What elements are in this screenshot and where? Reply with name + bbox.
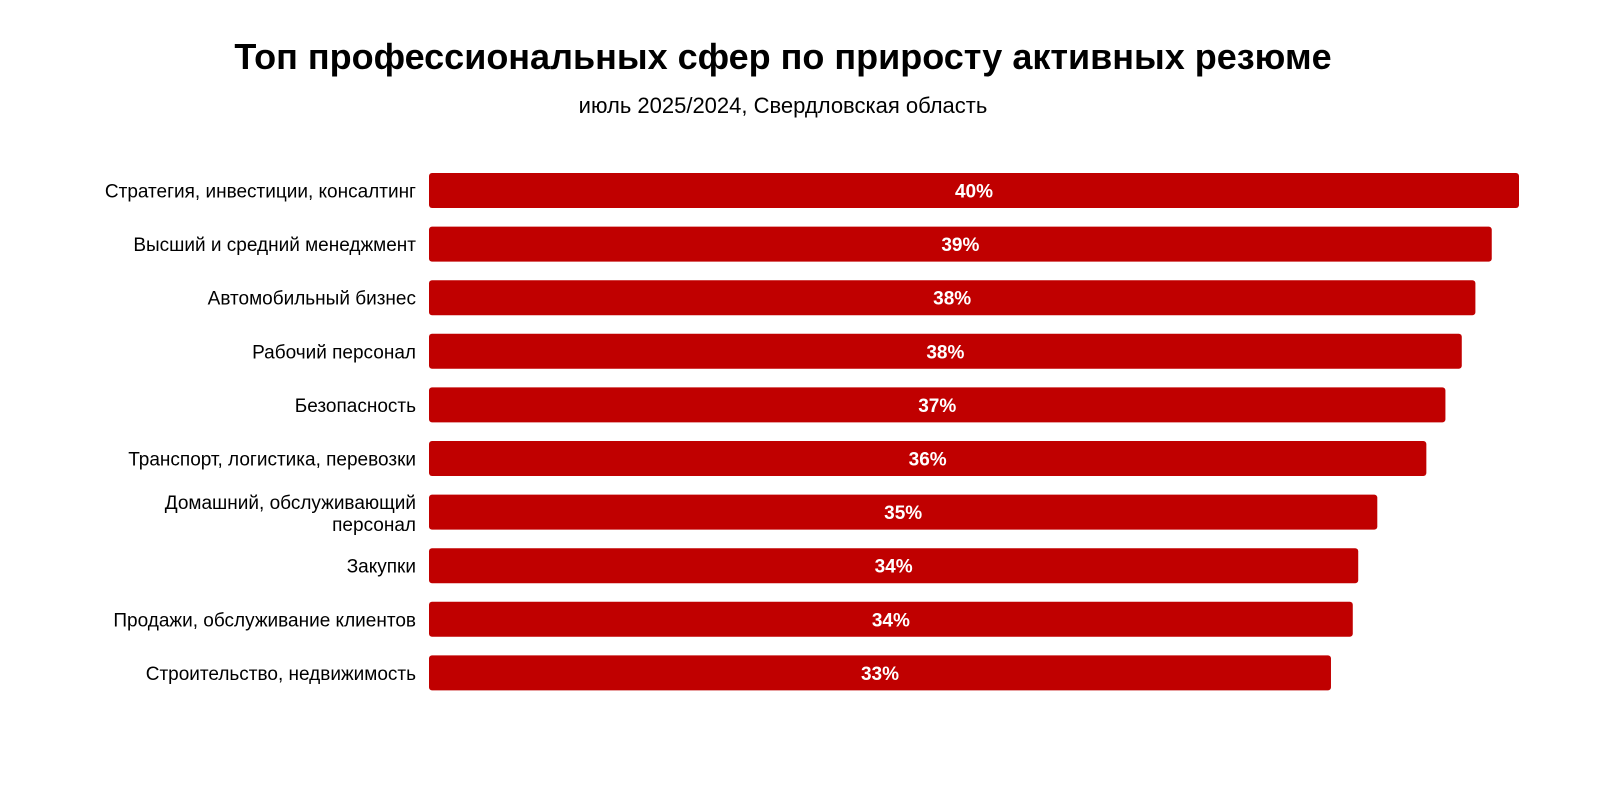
- category-label: Закупки: [347, 557, 416, 578]
- bar: [429, 280, 1476, 316]
- bar: [429, 387, 1446, 423]
- chart-subtitle: июль 2025/2024, Свердловская область: [578, 93, 988, 118]
- data-label: 39%: [941, 235, 979, 256]
- bar: [429, 441, 1427, 476]
- category-label: Высший и средний менеджмент: [133, 235, 416, 256]
- bar: [429, 655, 1331, 691]
- category-label: Безопасность: [295, 396, 416, 417]
- category-label: Продажи, обслуживание клиентов: [113, 610, 416, 631]
- data-label: 37%: [918, 396, 956, 417]
- bar: [429, 173, 1519, 208]
- data-label: 36%: [909, 450, 947, 471]
- category-label: Рабочий персонал: [252, 342, 416, 363]
- data-label: 40%: [955, 182, 993, 203]
- data-label: 35%: [884, 503, 922, 524]
- data-label: 38%: [933, 289, 971, 310]
- bar: [429, 494, 1378, 530]
- bar: [429, 548, 1359, 584]
- category-label: Строительство, недвижимость: [146, 664, 416, 685]
- data-label: 38%: [926, 342, 964, 363]
- data-label: 34%: [875, 557, 913, 578]
- bar: [429, 333, 1462, 369]
- data-label: 34%: [872, 610, 910, 631]
- data-label: 33%: [861, 664, 899, 685]
- chart-title: Топ профессиональных сфер по приросту ак…: [234, 36, 1332, 77]
- category-label: Автомобильный бизнес: [208, 289, 416, 310]
- category-label: Домашний, обслуживающий персонал: [165, 493, 416, 536]
- bar: [429, 226, 1492, 262]
- bar: [429, 601, 1353, 637]
- category-label: Транспорт, логистика, перевозки: [128, 450, 416, 471]
- category-label: Стратегия, инвестиции, консалтинг: [105, 182, 416, 203]
